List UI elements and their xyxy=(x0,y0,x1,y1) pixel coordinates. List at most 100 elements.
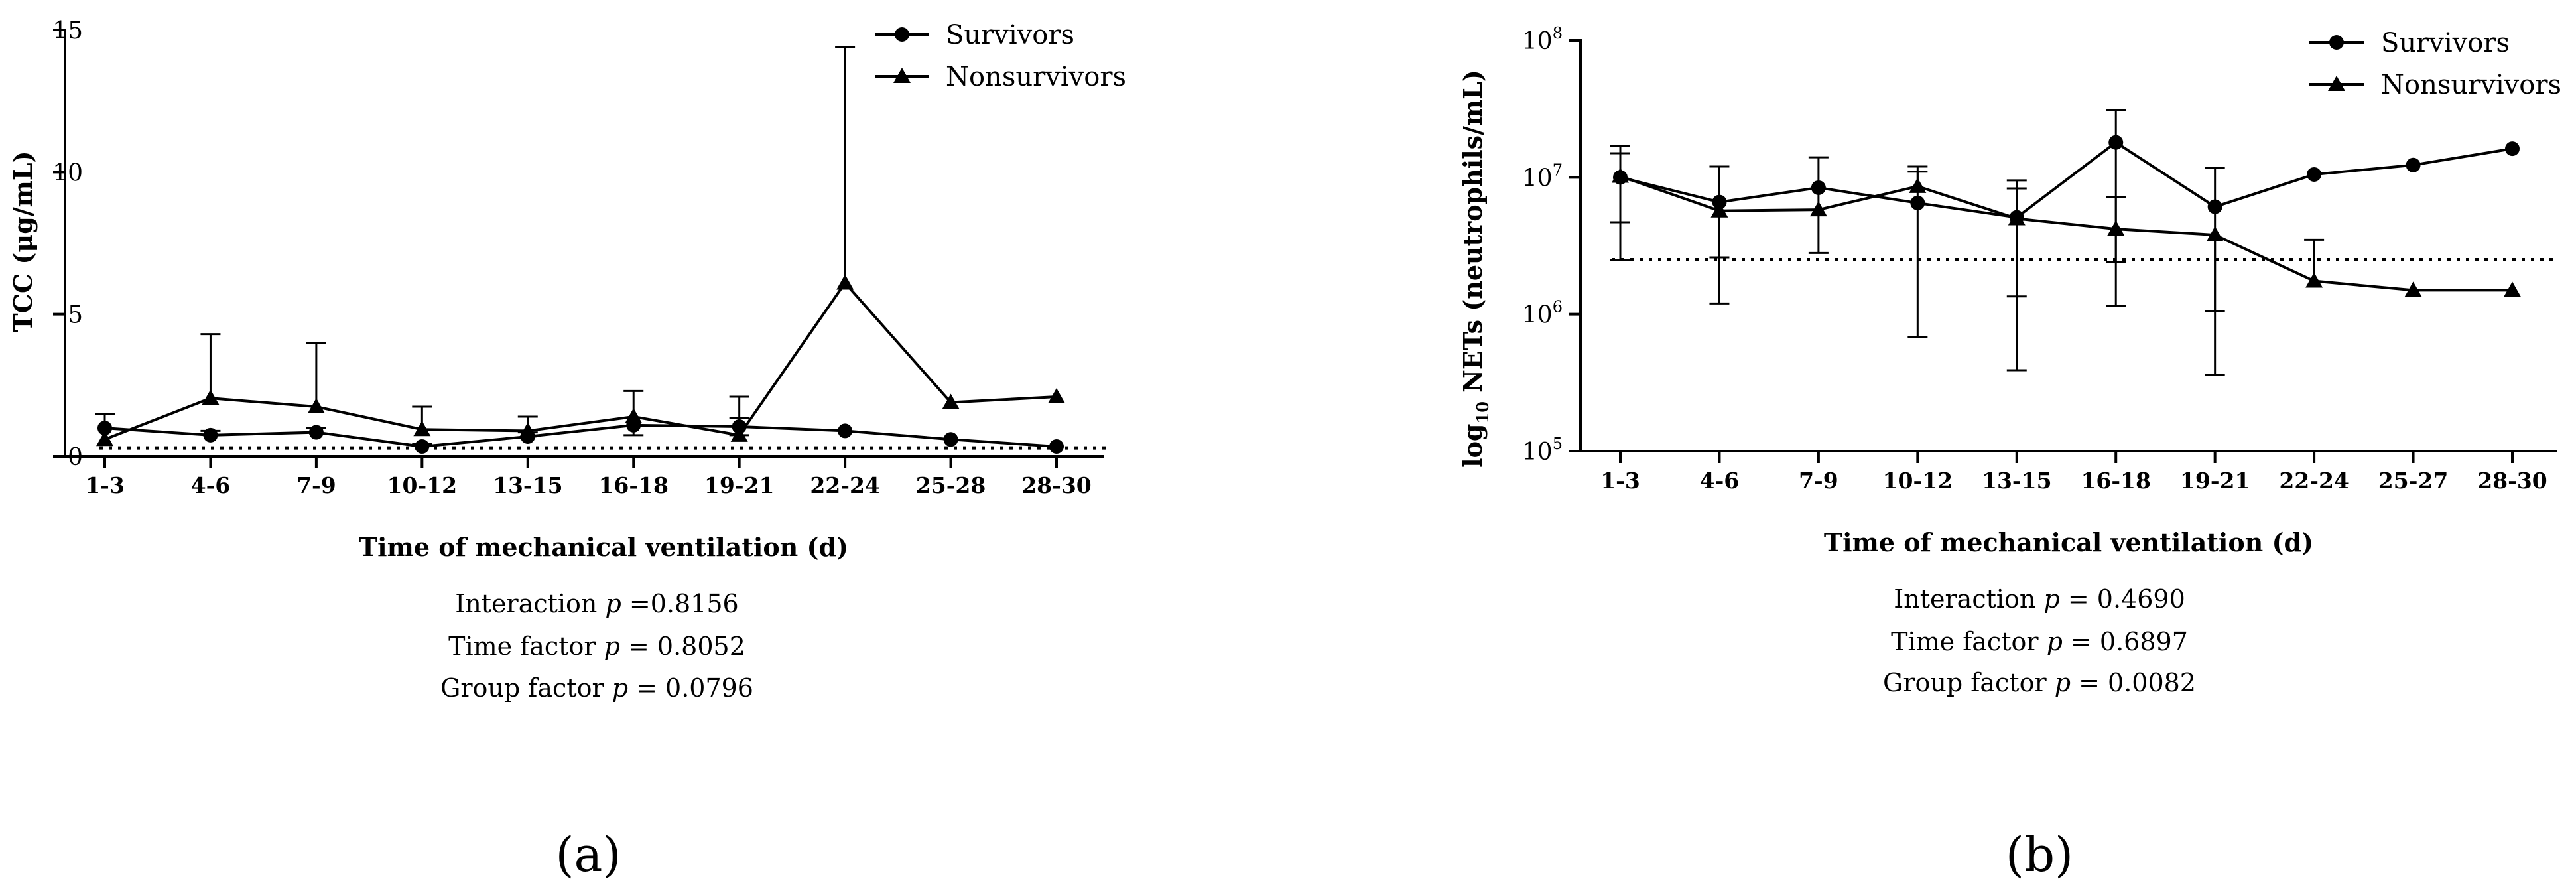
chart-b-x-tick-label: 22-24 xyxy=(2279,468,2349,494)
chart-b-y-tick-label: 108 xyxy=(1522,24,1563,55)
legend-nonsurvivors-b-label: Nonsurvivors xyxy=(2381,70,2561,100)
chart-b-stat-time: Time factor p = 0.6897 xyxy=(1891,627,2188,656)
chart-a-x-tick-label: 7-9 xyxy=(296,472,336,498)
chart-b-y-tick-label: 106 xyxy=(1522,298,1563,329)
chart-b-nonsurvivors-point xyxy=(2404,281,2422,297)
chart-b-nonsurvivors-point xyxy=(2504,281,2521,297)
chart-a-x-tick-label: 25-28 xyxy=(916,472,986,498)
chart-b-survivors-point xyxy=(2307,167,2322,182)
chart-a-stat-interaction: Interaction p =0.8156 xyxy=(455,589,738,618)
legend-nonsurvivors-a-label: Nonsurvivors xyxy=(946,62,1126,92)
y-tick-exponent: 5 xyxy=(1553,435,1563,453)
chart-b-nonsurvivors-point xyxy=(2107,220,2125,236)
chart-a-y-tick-label: 5 xyxy=(68,302,83,329)
chart-b-nonsurvivors-point xyxy=(1612,167,1629,183)
chart-a-survivors-point xyxy=(1049,439,1064,454)
chart-a-survivors-point xyxy=(943,432,958,447)
y-tick-base: 10 xyxy=(1522,439,1553,466)
chart-b-y-tick-label: 105 xyxy=(1522,435,1563,466)
chart-b-x-tick-label: 25-27 xyxy=(2378,468,2449,494)
legend-survivors-a-marker xyxy=(895,27,909,42)
chart-a-x-tick-label: 13-15 xyxy=(493,472,563,498)
legend-survivors-a: Survivors xyxy=(875,20,1074,50)
legend-nonsurvivors-a: Nonsurvivors xyxy=(875,62,1126,92)
chart-b-stat-interaction: Interaction p = 0.4690 xyxy=(1894,585,2185,614)
chart-a-survivors-point xyxy=(838,423,853,439)
chart-a-x-tick-label: 22-24 xyxy=(810,472,880,498)
chart-b-x-tick-label: 16-18 xyxy=(2081,468,2151,494)
chart-b-nonsurvivors-point xyxy=(1809,201,1827,217)
legend-nonsurvivors-b: Nonsurvivors xyxy=(2309,70,2561,100)
chart-b-nonsurvivors-point xyxy=(1909,177,1927,193)
chart-b-nonsurvivors-point xyxy=(2305,272,2323,288)
chart-a-y-tick-label: 10 xyxy=(52,159,83,186)
chart-a-x-axis-label: Time of mechanical ventilation (d) xyxy=(359,532,848,562)
chart-b-stat-group: Group factor p = 0.0082 xyxy=(1883,668,2196,697)
chart-a-stat-group: Group factor p = 0.0796 xyxy=(440,673,753,703)
chart-a-survivors-line xyxy=(104,423,1057,448)
chart-b-nonsurvivors-point xyxy=(2008,210,2026,226)
chart-a-x-tick-label: 16-18 xyxy=(598,472,669,498)
chart-a: 0 5 10 15 1-3 4-6 7-9 10-12 13-15 16-18 19-21 22-2… xyxy=(8,17,1126,882)
chart-b-survivors-point xyxy=(1910,195,1925,210)
chart-b-legend: Survivors Nonsurvivors xyxy=(2309,28,2561,100)
chart-b-x-tick-label: 13-15 xyxy=(1982,468,2052,494)
chart-a-nonsurvivors-line xyxy=(104,281,1057,441)
chart-b-survivors-point xyxy=(2207,199,2222,214)
chart-b-x-tick-label: 4-6 xyxy=(1700,468,1740,494)
chart-a-stat-time: Time factor p = 0.8052 xyxy=(448,632,745,661)
chart-b-x-tick-label: 28-30 xyxy=(2477,468,2547,494)
chart-b-nonsurvivors-point xyxy=(2206,226,2224,242)
chart-b-y-axis-label: log10 NETs (neutrophils/mL) xyxy=(1458,70,1492,468)
chart-a-x-tick-label: 10-12 xyxy=(387,472,458,498)
chart-a-nonsurvivors-point xyxy=(519,422,537,438)
legend-survivors-a-label: Survivors xyxy=(946,20,1074,50)
y-tick-exponent: 7 xyxy=(1553,161,1563,179)
chart-b-stats: Interaction p = 0.4690 Time factor p = 0… xyxy=(1883,585,2196,697)
chart-a-y-tick-labels: 0 5 10 15 xyxy=(52,17,83,471)
chart-a-x-tick-label: 4-6 xyxy=(191,472,231,498)
chart-a-axes xyxy=(53,29,1104,468)
legend-survivors-b: Survivors xyxy=(2309,28,2510,58)
y-tick-exponent: 8 xyxy=(1553,24,1563,42)
chart-b-survivors-line xyxy=(1620,141,2513,219)
chart-a-survivors-point xyxy=(203,427,218,443)
panel-b-label: (b) xyxy=(2006,827,2073,882)
y-tick-exponent: 6 xyxy=(1553,298,1563,316)
chart-a-y-tick-label: 15 xyxy=(52,17,83,44)
chart-a-nonsurvivors-point xyxy=(202,389,220,405)
y-tick-base: 10 xyxy=(1522,165,1553,192)
chart-a-survivors-point xyxy=(308,425,324,440)
chart-a-survivors-point xyxy=(415,439,430,454)
legend-survivors-b-label: Survivors xyxy=(2381,28,2510,58)
chart-a-legend: Survivors Nonsurvivors xyxy=(875,20,1126,92)
chart-a-x-tick-labels: 1-3 4-6 7-9 10-12 13-15 16-18 19-21 22-24 25-28 2… xyxy=(85,472,1092,498)
chart-b-nonsurvivors-point xyxy=(1710,202,1728,218)
chart-b-survivors-point xyxy=(2505,141,2520,157)
chart-a-nonsurvivors-point xyxy=(730,426,748,442)
chart-b-axes xyxy=(1569,39,2557,463)
chart-b-x-tick-label: 7-9 xyxy=(1799,468,1838,494)
chart-b-survivors-point xyxy=(2406,157,2421,172)
legend-survivors-b-marker xyxy=(2329,35,2344,50)
chart-a-nonsurvivors-point xyxy=(1048,387,1065,403)
chart-b-nonsurvivors-line xyxy=(1620,174,2512,292)
chart-a-y-tick-label: 0 xyxy=(68,444,83,471)
chart-a-nonsurvivors-point xyxy=(836,274,854,290)
chart-a-nonsurvivors-point xyxy=(413,421,431,437)
chart-b-x-tick-label: 1-3 xyxy=(1600,468,1640,494)
chart-a-series xyxy=(95,46,1065,454)
chart-b-survivors-point xyxy=(2108,135,2124,150)
panel-a-label: (a) xyxy=(555,827,621,882)
chart-b-x-tick-label: 19-21 xyxy=(2180,468,2250,494)
chart-a-nonsurvivors-point xyxy=(942,393,960,409)
chart-b-y-tick-label: 107 xyxy=(1522,161,1563,192)
chart-b-x-axis-label: Time of mechanical ventilation (d) xyxy=(1824,527,2313,557)
chart-a-nonsurvivors-point xyxy=(96,431,113,447)
chart-a-x-tick-label: 19-21 xyxy=(704,472,775,498)
chart-b-survivors-point xyxy=(1712,194,1727,210)
chart-b-x-tick-labels: 1-3 4-6 7-9 10-12 13-15 16-18 19-21 22-24 25-27 2… xyxy=(1600,468,2547,494)
